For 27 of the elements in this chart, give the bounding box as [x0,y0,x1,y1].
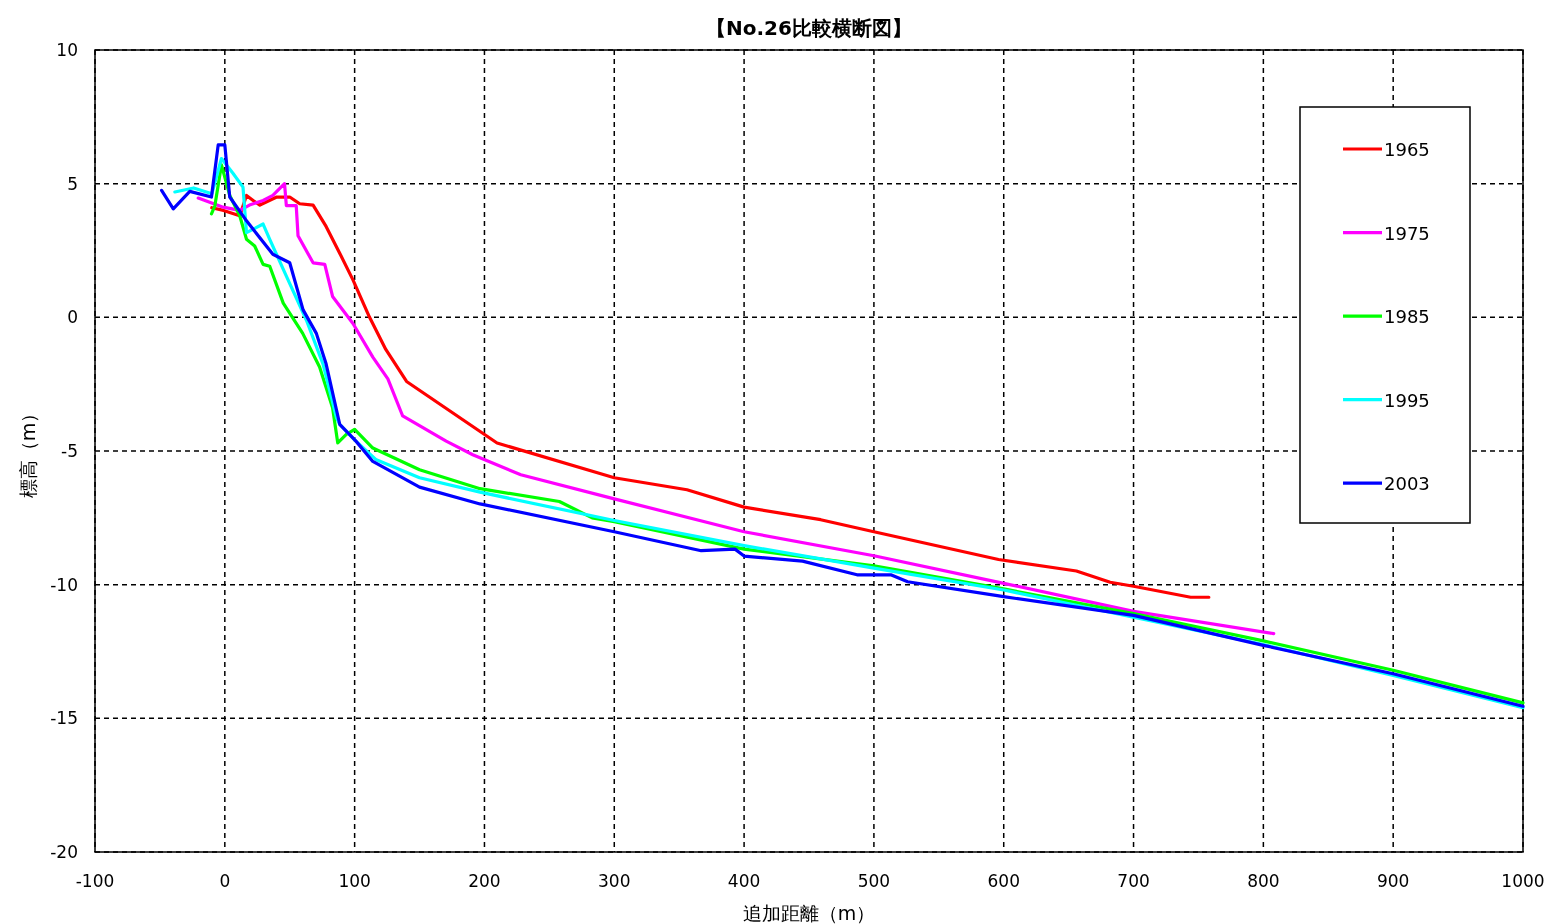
chart-title: 【No.26比較横断図】 [706,16,912,40]
x-tick-label: 0 [219,871,231,891]
y-tick-label: -15 [50,708,78,729]
x-tick-label: -100 [75,871,115,891]
x-tick-label: 400 [727,871,761,891]
x-tick-label: 300 [598,871,631,891]
legend-label: 1995 [1384,389,1430,411]
y-tick-label: -5 [61,441,78,461]
y-tick-label: 0 [67,307,78,328]
legend-label: 1965 [1384,139,1430,160]
x-axis-title: 追加距離（m） [742,902,876,924]
legend-label: 1975 [1384,222,1430,244]
x-tick-label: 1000 [1501,871,1545,891]
legend-label: 2003 [1384,473,1430,495]
y-tick-label: -10 [50,574,78,595]
x-tick-label: 800 [1247,871,1280,891]
y-tick-label: 5 [67,173,78,194]
y-tick-label: 10 [56,40,78,60]
x-tick-label: 600 [987,871,1020,891]
legend-label: 1985 [1384,306,1430,328]
y-axis-title: 標高（m） [17,403,39,499]
x-tick-label: 900 [1376,871,1410,891]
x-tick-label: 200 [468,871,501,891]
x-tick-label: 500 [857,871,891,891]
x-tick-label: 700 [1117,871,1150,891]
x-tick-label: 100 [338,871,371,891]
y-tick-label: -20 [50,842,78,862]
